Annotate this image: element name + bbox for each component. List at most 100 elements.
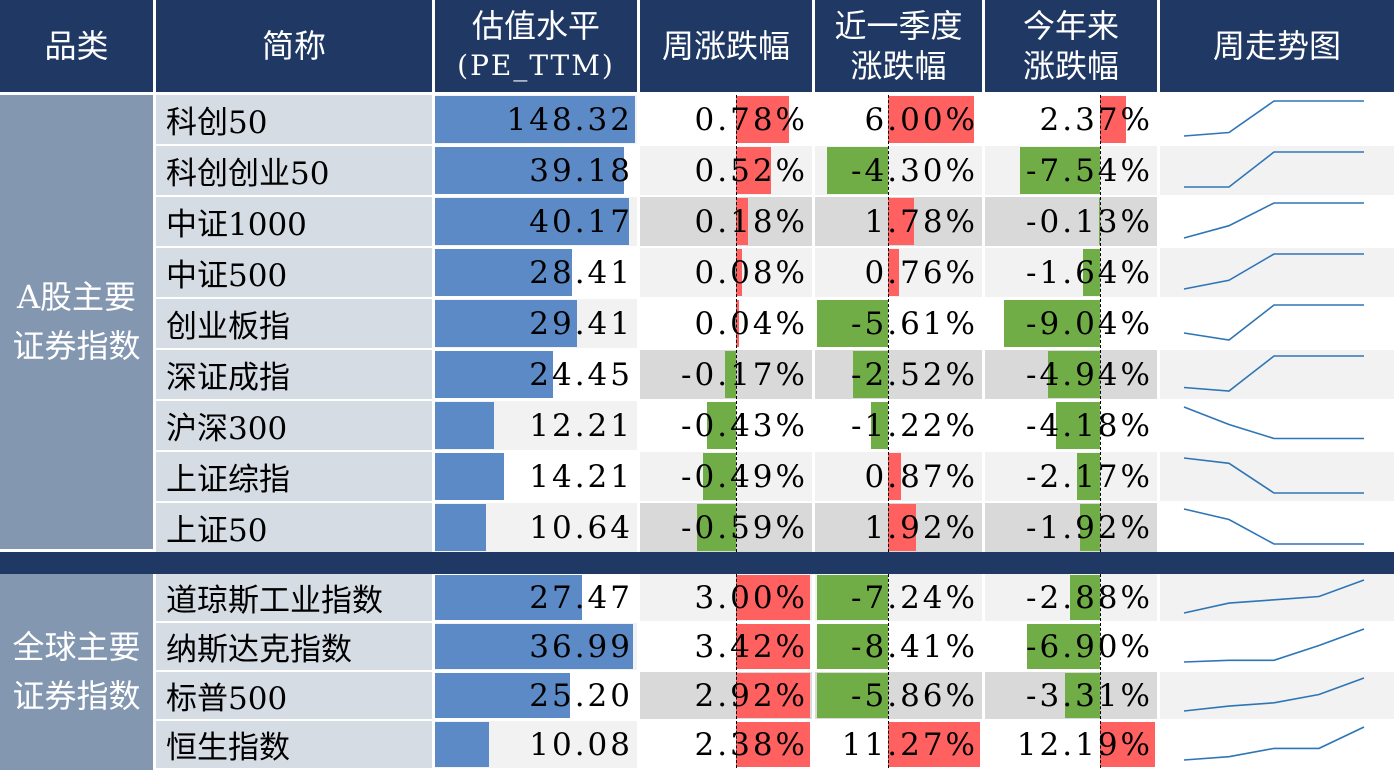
ytd-change-bar <box>1047 351 1101 398</box>
pe-bar <box>435 575 582 620</box>
trend-line <box>1183 304 1364 341</box>
week-change-value: 3.42% <box>694 628 808 665</box>
pe-value: 14.21 <box>529 458 633 495</box>
trend-line <box>1183 406 1364 440</box>
quarter-zero-axis <box>888 401 890 450</box>
trend-line <box>1183 355 1364 392</box>
week-change-value: -0.43% <box>681 407 808 444</box>
quarter-change-bar <box>817 300 889 347</box>
week-change-bar <box>696 504 737 551</box>
trend-line <box>1183 677 1365 712</box>
index-name: 标普500 <box>166 681 288 717</box>
pe-cell: 27.47 <box>435 574 637 621</box>
ytd-change-cell: -9.04% <box>985 299 1157 348</box>
week-change-cell: 3.00% <box>640 574 812 621</box>
header-week: 周涨跌幅 <box>640 0 812 92</box>
section-divider <box>0 552 1394 574</box>
header-category: 品类 <box>0 0 153 92</box>
index-name: 中证500 <box>166 258 288 294</box>
index-name-cell: 道琼斯工业指数 <box>156 574 432 621</box>
quarter-change-cell: -5.86% <box>815 672 982 719</box>
quarter-change-value: 0.76% <box>864 254 978 291</box>
group-global: 全球主要证券指数 <box>0 574 153 770</box>
trend-sparkline <box>1183 726 1365 761</box>
ytd-change-value: -4.94% <box>1026 356 1153 393</box>
week-zero-axis <box>736 248 738 297</box>
week-change-value: 3.00% <box>694 579 808 616</box>
index-name-cell: 深证成指 <box>156 350 432 399</box>
week-change-cell: -0.49% <box>640 452 812 501</box>
ytd-zero-axis <box>1100 350 1102 399</box>
pe-bar <box>435 722 489 767</box>
trend-sparkline <box>1183 253 1364 290</box>
index-name: 道琼斯工业指数 <box>166 583 383 619</box>
week-change-bar <box>736 722 810 767</box>
quarter-zero-axis <box>888 197 890 246</box>
week-change-value: -0.49% <box>681 458 808 495</box>
trend-sparkline <box>1183 457 1364 494</box>
index-name: 恒生指数 <box>166 730 290 766</box>
ytd-change-bar <box>1064 673 1101 718</box>
quarter-change-cell: -7.24% <box>815 574 982 621</box>
header-ytd-line1: 今年来 <box>1022 7 1119 45</box>
trend-sparkline <box>1183 628 1365 663</box>
week-change-value: 0.08% <box>694 254 808 291</box>
ytd-change-cell: -1.64% <box>985 248 1157 297</box>
quarter-change-value: -7.24% <box>851 579 978 616</box>
week-change-bar <box>736 198 749 245</box>
pe-value: 10.08 <box>529 726 633 763</box>
trend-sparkline <box>1183 677 1365 712</box>
ytd-change-bar <box>1100 722 1155 767</box>
index-name-cell: 恒生指数 <box>156 721 432 768</box>
week-zero-axis <box>736 197 738 246</box>
pe-value: 12.21 <box>529 407 633 444</box>
week-zero-axis <box>736 574 738 621</box>
ytd-change-value: -7.54% <box>1026 152 1153 189</box>
index-name-cell: 中证500 <box>156 248 432 297</box>
ytd-change-cell: -6.90% <box>985 623 1157 670</box>
week-zero-axis <box>736 299 738 348</box>
quarter-change-value: -8.41% <box>851 628 978 665</box>
pe-cell: 29.41 <box>435 299 637 348</box>
pe-bar <box>435 198 629 245</box>
index-name: 创业板指 <box>166 309 290 345</box>
week-change-bar <box>736 249 742 296</box>
quarter-change-bar <box>852 351 889 398</box>
week-zero-axis <box>736 672 738 719</box>
quarter-change-bar <box>888 249 900 296</box>
index-name: 纳斯达克指数 <box>166 632 352 668</box>
week-change-bar <box>736 147 772 194</box>
index-name-cell: 科创创业50 <box>156 146 432 195</box>
pe-bar <box>435 673 570 718</box>
ytd-change-cell: -2.17% <box>985 452 1157 501</box>
quarter-zero-axis <box>888 672 890 719</box>
index-name-cell: 科创50 <box>156 95 432 144</box>
week-change-bar <box>736 575 810 620</box>
ytd-zero-axis <box>1100 299 1102 348</box>
pe-cell: 36.99 <box>435 623 637 670</box>
pe-cell: 10.64 <box>435 503 637 552</box>
group-global-label: 全球主要证券指数 <box>12 628 141 715</box>
week-zero-axis <box>736 146 738 195</box>
trend-sparkline <box>1183 202 1364 239</box>
quarter-zero-axis <box>888 350 890 399</box>
trend-sparkline <box>1184 151 1364 188</box>
pe-value: 36.99 <box>529 628 633 665</box>
index-name: 科创创业50 <box>166 156 330 192</box>
trend-sparkline-cell <box>1160 623 1394 670</box>
ytd-change-value: -4.18% <box>1026 407 1153 444</box>
header-week-label: 周涨跌幅 <box>661 27 790 65</box>
header-pe-line2: (PE_TTM) <box>457 49 615 82</box>
header-pe: 估值水平 (PE_TTM) <box>435 0 637 92</box>
quarter-change-value: -4.30% <box>851 152 978 189</box>
week-change-value: 0.52% <box>694 152 808 189</box>
trend-line <box>1183 726 1365 761</box>
trend-line <box>1183 100 1364 137</box>
group-a-share-label: A股主要证券指数 <box>12 278 141 365</box>
trend-sparkline-cell <box>1160 672 1394 719</box>
pe-value: 28.41 <box>529 254 633 291</box>
ytd-change-cell: 2.37% <box>985 95 1157 144</box>
ytd-zero-axis <box>1100 503 1102 552</box>
week-change-cell: -0.43% <box>640 401 812 450</box>
quarter-change-value: 1.78% <box>864 203 978 240</box>
